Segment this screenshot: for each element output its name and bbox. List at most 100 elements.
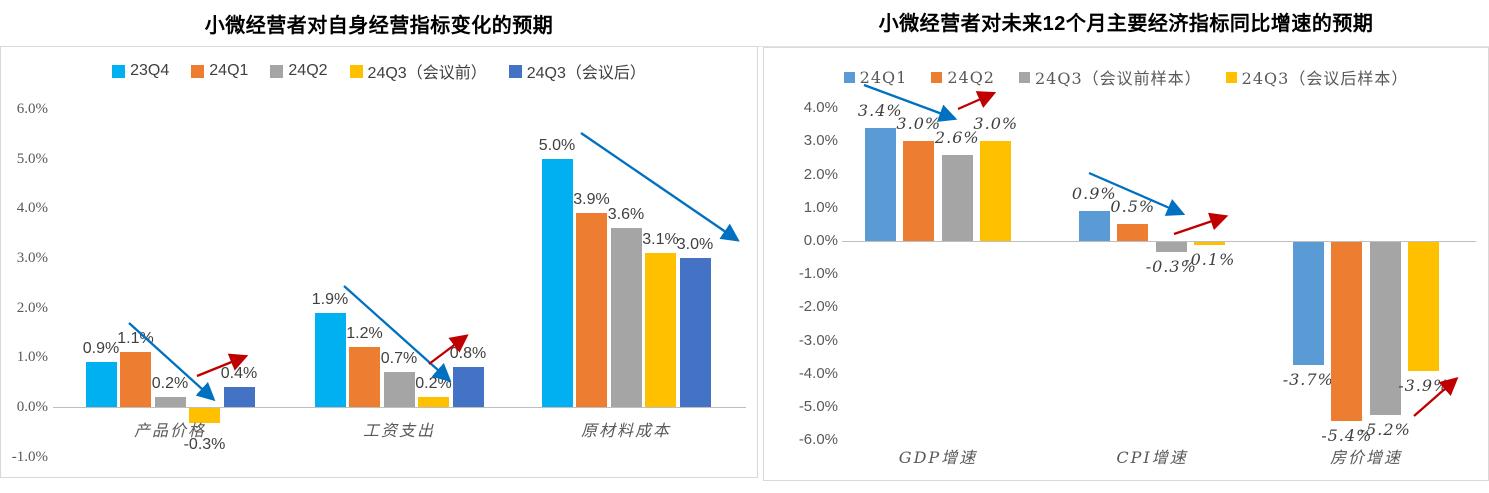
left-chart-title: 小微经营者对自身经营指标变化的预期 [204,15,554,37]
data-label: 1.1% [117,330,154,348]
legend-label: 23Q4 [130,62,170,79]
bar-s2-c0 [154,397,186,407]
legend-swatch-icon [931,71,943,83]
y-axis-tick: -5.0% [798,398,838,415]
data-label: 5.0% [538,136,576,154]
bar-s0-c0 [864,128,896,241]
data-label: 3.0% [896,114,942,134]
data-label: -0.3% [183,435,226,453]
right-chart-panel: 24Q1 24Q2 24Q3（会议前样本） 24Q3（会议后样本） 4.0% 3.0% 2.… [763,47,1489,481]
legend-item: 24Q3（会议前样本） [1018,65,1202,89]
category-label: 产品价格 [133,421,206,440]
data-label: 0.7% [380,350,418,368]
left-chart-panel: 23Q4 24Q1 24Q2 24Q3（会议前） 24Q3（会议后） 6.0% 5.0% 4.… [0,46,758,478]
bar-s3-c1 [418,397,449,407]
legend-swatch-icon [1018,71,1030,83]
data-label: 0.2% [151,375,189,393]
y-axis-tick: -3.0% [798,331,838,349]
legend-item: 24Q1 [843,67,908,87]
x-axis-line [53,407,746,408]
legend-item: 24Q2 [270,62,328,80]
y-axis-tick: 1.0% [16,349,48,366]
y-axis-tick: 2.0% [16,299,48,316]
category-label: 工资支出 [362,421,435,440]
legend-swatch-icon [270,64,284,78]
data-label: -3.9% [1398,376,1450,396]
y-axis-tick: -2.0% [798,298,838,316]
legend-item: 24Q2 [931,68,995,87]
legend-label: 24Q2 [288,62,328,79]
legend-swatch-icon [191,64,205,78]
category-label: CPI增速 [1116,448,1188,467]
x-axis-line [842,241,1476,242]
category-label: GDP增速 [898,448,978,467]
bar-s2-c1 [1155,242,1187,252]
bar-s1-c2 [1331,242,1363,422]
y-axis-tick: -4.0% [798,364,838,382]
data-label: 0.4% [220,365,258,383]
data-label: 3.6% [607,206,645,224]
legend-swatch-icon [843,71,855,83]
data-label: 0.9% [82,340,120,358]
legend-label: 24Q1 [209,62,249,79]
chart-legend: 24Q1 24Q2 24Q3（会议前样本） 24Q3（会议后样本） [764,65,1488,89]
bar-s0-c2 [541,158,573,407]
bar-s0-c1 [1078,211,1110,241]
legend-label: 24Q3（会议前） [367,65,487,82]
y-axis-tick: 0.0% [803,232,838,249]
legend-label: 24Q3（会议后样本） [1241,69,1409,88]
legend-swatch-icon [1225,71,1237,83]
data-label: -5.2% [1359,419,1411,439]
category-label: 房价增速 [1329,448,1402,467]
bar-s3-c0 [980,141,1012,241]
data-label: -0.1% [1184,250,1236,270]
legend-swatch-icon [112,64,126,78]
bar-s3-c2 [1408,242,1440,372]
y-axis-tick: 1.0% [803,198,838,216]
bar-s3-c2 [645,252,676,407]
bar-s4-c1 [452,367,484,407]
bar-s2-c0 [941,154,973,241]
bar-s0-c0 [85,362,117,407]
y-axis-tick: 2.0% [803,165,838,183]
y-axis-tick: 3.0% [803,132,838,150]
data-label: 0.8% [449,345,487,363]
bar-s1-c0 [903,141,935,241]
data-label: -0.3% [1145,256,1197,276]
legend-label: 24Q3（会议前样本） [1034,69,1202,88]
data-label: -5.4% [1321,426,1373,446]
trend-arrow-up-icon [957,91,997,111]
legend-swatch-icon [349,64,363,78]
trend-arrow-up-icon [1173,212,1229,236]
bar-s2-c2 [610,228,642,407]
y-axis-tick: 4.0% [803,99,838,117]
y-axis-tick: -6.0% [798,431,838,449]
right-chart-title: 小微经营者对未来12个月主要经济指标同比增速的预期 [878,13,1374,35]
legend-item: 24Q1 [191,62,248,80]
data-label: 1.2% [346,325,383,343]
bar-s3-c1 [1194,242,1226,246]
y-axis-tick: -1.0% [11,448,48,465]
bar-s0-c2 [1292,242,1324,365]
data-label: 0.5% [1110,197,1156,217]
y-axis-tick: 4.0% [16,200,48,217]
bar-s3-c0 [189,408,220,423]
legend-label: 24Q1 [859,67,908,87]
y-axis-tick: 0.0% [16,399,48,415]
legend-item: 24Q3（会议前） [349,59,487,83]
y-axis-tick: -1.0% [798,265,838,283]
bar-s1-c2 [576,213,607,407]
data-label: 1.9% [311,290,349,308]
legend-item: 24Q3（会议后） [508,59,646,83]
bar-s4-c0 [223,387,255,407]
legend-label: 24Q2 [947,67,995,87]
bar-s2-c2 [1369,242,1401,415]
legend-swatch-icon [508,64,522,78]
data-label: 2.6% [934,127,980,147]
bar-s0-c1 [314,312,346,407]
y-axis-tick: 3.0% [16,249,48,266]
data-label: 3.0% [973,114,1019,134]
legend-item: 23Q4 [112,62,169,80]
legend-label: 24Q3（会议后） [526,65,646,82]
